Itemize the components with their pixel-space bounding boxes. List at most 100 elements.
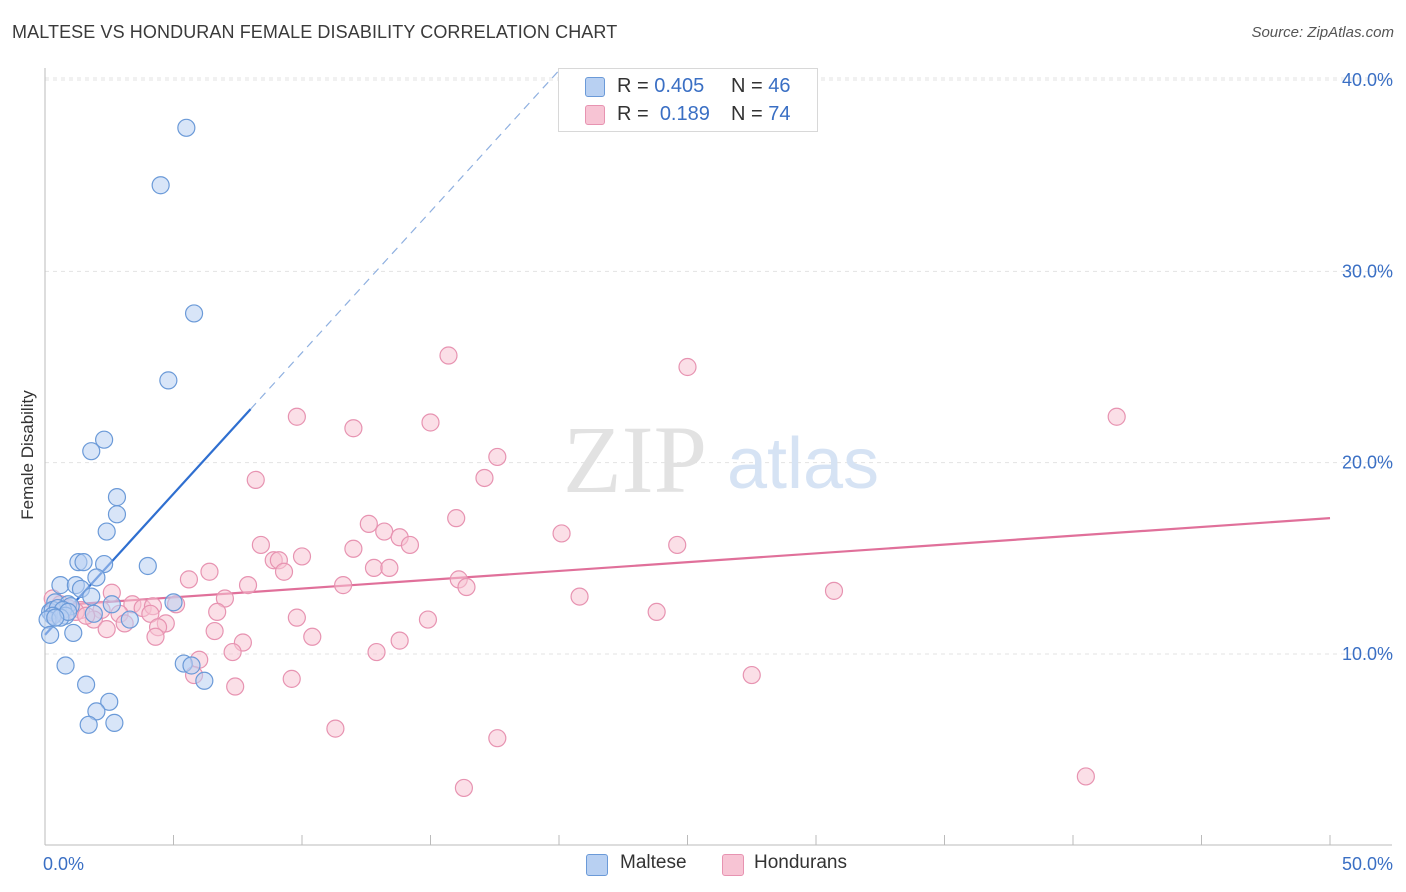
hondurans-point bbox=[215, 589, 234, 608]
legend-row-maltese: R = 0.405 N = 46 bbox=[559, 73, 817, 99]
maltese-point bbox=[195, 671, 214, 690]
hondurans-legend-swatch bbox=[722, 854, 744, 876]
maltese-point bbox=[138, 556, 157, 576]
hondurans-point bbox=[287, 608, 306, 627]
maltese-swatch bbox=[585, 77, 605, 97]
hondurans-point bbox=[251, 535, 270, 555]
maltese-point bbox=[100, 692, 119, 711]
hondurans-point bbox=[447, 509, 466, 528]
watermark-atlas: atlas bbox=[727, 424, 879, 504]
legend-n-value-maltese: 46 bbox=[768, 75, 791, 97]
maltese-point bbox=[82, 442, 101, 461]
hondurans-point bbox=[421, 413, 440, 432]
maltese-point bbox=[177, 118, 196, 137]
hondurans-point bbox=[647, 602, 666, 622]
hondurans-point bbox=[246, 470, 265, 489]
chart-title: MALTESE VS HONDURAN FEMALE DISABILITY CO… bbox=[12, 22, 618, 42]
hondurans-point bbox=[454, 778, 474, 798]
hondurans-point bbox=[326, 719, 345, 738]
x-tick-label-max: 50.0% bbox=[1342, 854, 1393, 874]
source-label: Source: ZipAtlas.com bbox=[1251, 24, 1394, 41]
maltese-point bbox=[120, 610, 139, 629]
y-tick-label: 20.0% bbox=[1342, 453, 1393, 473]
y-tick-label: 10.0% bbox=[1342, 644, 1393, 664]
hondurans-point bbox=[375, 522, 394, 541]
maltese-point bbox=[151, 176, 170, 195]
axes bbox=[44, 68, 1392, 846]
hondurans-point bbox=[205, 621, 224, 641]
legend-n-label: N = bbox=[731, 103, 763, 125]
maltese-point bbox=[51, 576, 70, 595]
maltese-point bbox=[56, 656, 75, 675]
hondurans-point bbox=[824, 581, 844, 600]
gridlines bbox=[45, 77, 1392, 655]
maltese-point bbox=[182, 656, 201, 675]
hondurans-point bbox=[282, 669, 301, 688]
maltese-point bbox=[159, 371, 178, 390]
hondurans-point bbox=[334, 576, 353, 595]
hondurans-point bbox=[226, 677, 245, 696]
legend-n-value-hondurans: 74 bbox=[768, 103, 791, 125]
maltese-point bbox=[164, 593, 183, 612]
hondurans-point bbox=[390, 631, 409, 650]
hondurans-point bbox=[742, 665, 761, 685]
watermark-zip: ZIP bbox=[563, 406, 707, 513]
hondurans-point bbox=[668, 535, 687, 555]
hondurans-point bbox=[570, 587, 589, 606]
maltese-point bbox=[82, 587, 101, 606]
legend-r-value-hondurans: 0.189 bbox=[659, 103, 710, 125]
hondurans-trend-line bbox=[44, 517, 1331, 608]
legend-stats: R = 0.405 N = 46 R = 0.189 N = 74 bbox=[558, 68, 818, 132]
hondurans-point bbox=[439, 346, 458, 365]
maltese-point bbox=[97, 522, 116, 541]
hondurans-point bbox=[292, 547, 312, 566]
maltese-point bbox=[41, 625, 60, 644]
x-tick-label-min: 0.0% bbox=[43, 854, 84, 874]
hondurans-point bbox=[97, 620, 116, 639]
maltese-point bbox=[105, 713, 124, 732]
hondurans-point bbox=[208, 602, 227, 622]
hondurans-point bbox=[457, 577, 476, 597]
legend-r-label: R = bbox=[617, 103, 649, 125]
hondurans-point bbox=[344, 419, 363, 438]
maltese-point bbox=[79, 715, 98, 734]
hondurans-point bbox=[364, 558, 384, 578]
maltese-point bbox=[84, 604, 103, 623]
maltese-point bbox=[64, 623, 83, 643]
legend-row-hondurans: R = 0.189 N = 74 bbox=[559, 101, 817, 127]
maltese-legend-label: Maltese bbox=[620, 852, 687, 873]
maltese-point bbox=[46, 608, 65, 627]
hondurans-point bbox=[380, 558, 399, 578]
hondurans-point bbox=[488, 447, 507, 467]
maltese-trend-extension bbox=[250, 70, 560, 410]
maltese-point bbox=[87, 702, 106, 721]
hondurans-point bbox=[552, 524, 571, 543]
legend-r-value-maltese: 0.405 bbox=[654, 75, 705, 97]
legend-n-label: N = bbox=[731, 75, 763, 97]
hondurans-point bbox=[344, 539, 363, 558]
maltese-point bbox=[77, 675, 96, 694]
maltese-point bbox=[95, 554, 114, 574]
hondurans-point bbox=[1107, 407, 1126, 426]
hondurans-point bbox=[179, 570, 199, 589]
hondurans-point bbox=[367, 642, 386, 662]
maltese-point bbox=[107, 505, 127, 524]
hondurans-point bbox=[475, 468, 494, 488]
maltese-point bbox=[87, 568, 106, 587]
maltese-point bbox=[95, 430, 114, 449]
hondurans-point bbox=[359, 514, 378, 533]
y-tick-label: 40.0% bbox=[1342, 70, 1393, 90]
hondurans-point bbox=[223, 642, 242, 662]
hondurans-point bbox=[141, 604, 160, 623]
hondurans-point bbox=[488, 729, 507, 748]
hondurans-point bbox=[418, 610, 438, 629]
maltese-point bbox=[102, 595, 121, 614]
maltese-point bbox=[107, 488, 127, 507]
maltese-legend-swatch bbox=[586, 854, 608, 876]
hondurans-point bbox=[238, 576, 258, 595]
hondurans-point bbox=[1076, 767, 1095, 786]
y-tick-label: 30.0% bbox=[1342, 261, 1393, 281]
maltese-point bbox=[74, 553, 93, 572]
hondurans-swatch bbox=[585, 105, 605, 125]
